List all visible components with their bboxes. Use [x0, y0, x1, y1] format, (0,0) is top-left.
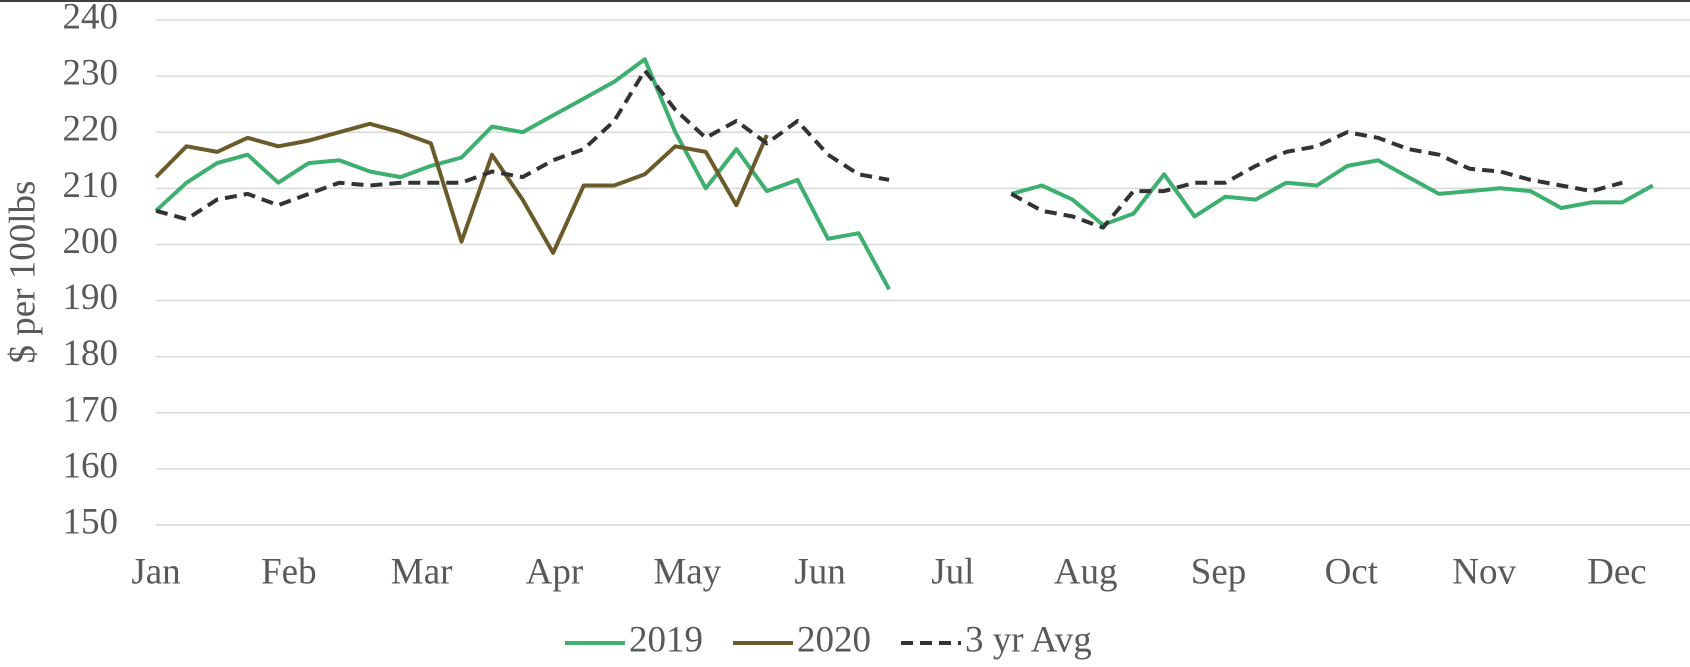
- y-tick-label: 230: [63, 53, 119, 94]
- x-tick-label: Feb: [261, 551, 317, 592]
- y-tick-label: 190: [63, 277, 119, 318]
- x-tick-label: Nov: [1452, 551, 1516, 592]
- y-tick-label: 160: [63, 445, 119, 486]
- x-tick-label: Jun: [794, 551, 845, 592]
- x-tick-label: May: [653, 551, 721, 592]
- x-tick-label: Oct: [1325, 551, 1379, 592]
- y-axis-title: $ per 100lbs: [2, 181, 43, 364]
- legend-label: 3 yr Avg: [965, 619, 1092, 660]
- x-tick-label: Apr: [526, 551, 584, 592]
- series-line: [154, 121, 769, 255]
- y-tick-label: 150: [63, 501, 119, 542]
- x-tick-label: Jan: [131, 551, 180, 592]
- y-tick-label: 220: [63, 109, 119, 150]
- legend-label: 2020: [797, 619, 871, 660]
- legend-label: 2019: [629, 619, 703, 660]
- x-tick-label: Aug: [1054, 551, 1118, 592]
- y-tick-label: 210: [63, 165, 119, 206]
- x-tick-label: Dec: [1587, 551, 1647, 592]
- series-line: [154, 57, 1654, 291]
- y-tick-label: 240: [63, 0, 119, 37]
- y-tick-label: 180: [63, 333, 119, 374]
- series-line: [155, 68, 1623, 230]
- y-tick-label: 170: [63, 389, 119, 430]
- x-tick-label: Sep: [1191, 551, 1247, 592]
- x-tick-label: Jul: [931, 551, 974, 592]
- x-tick-label: Mar: [391, 551, 453, 592]
- y-tick-label: 200: [63, 221, 119, 262]
